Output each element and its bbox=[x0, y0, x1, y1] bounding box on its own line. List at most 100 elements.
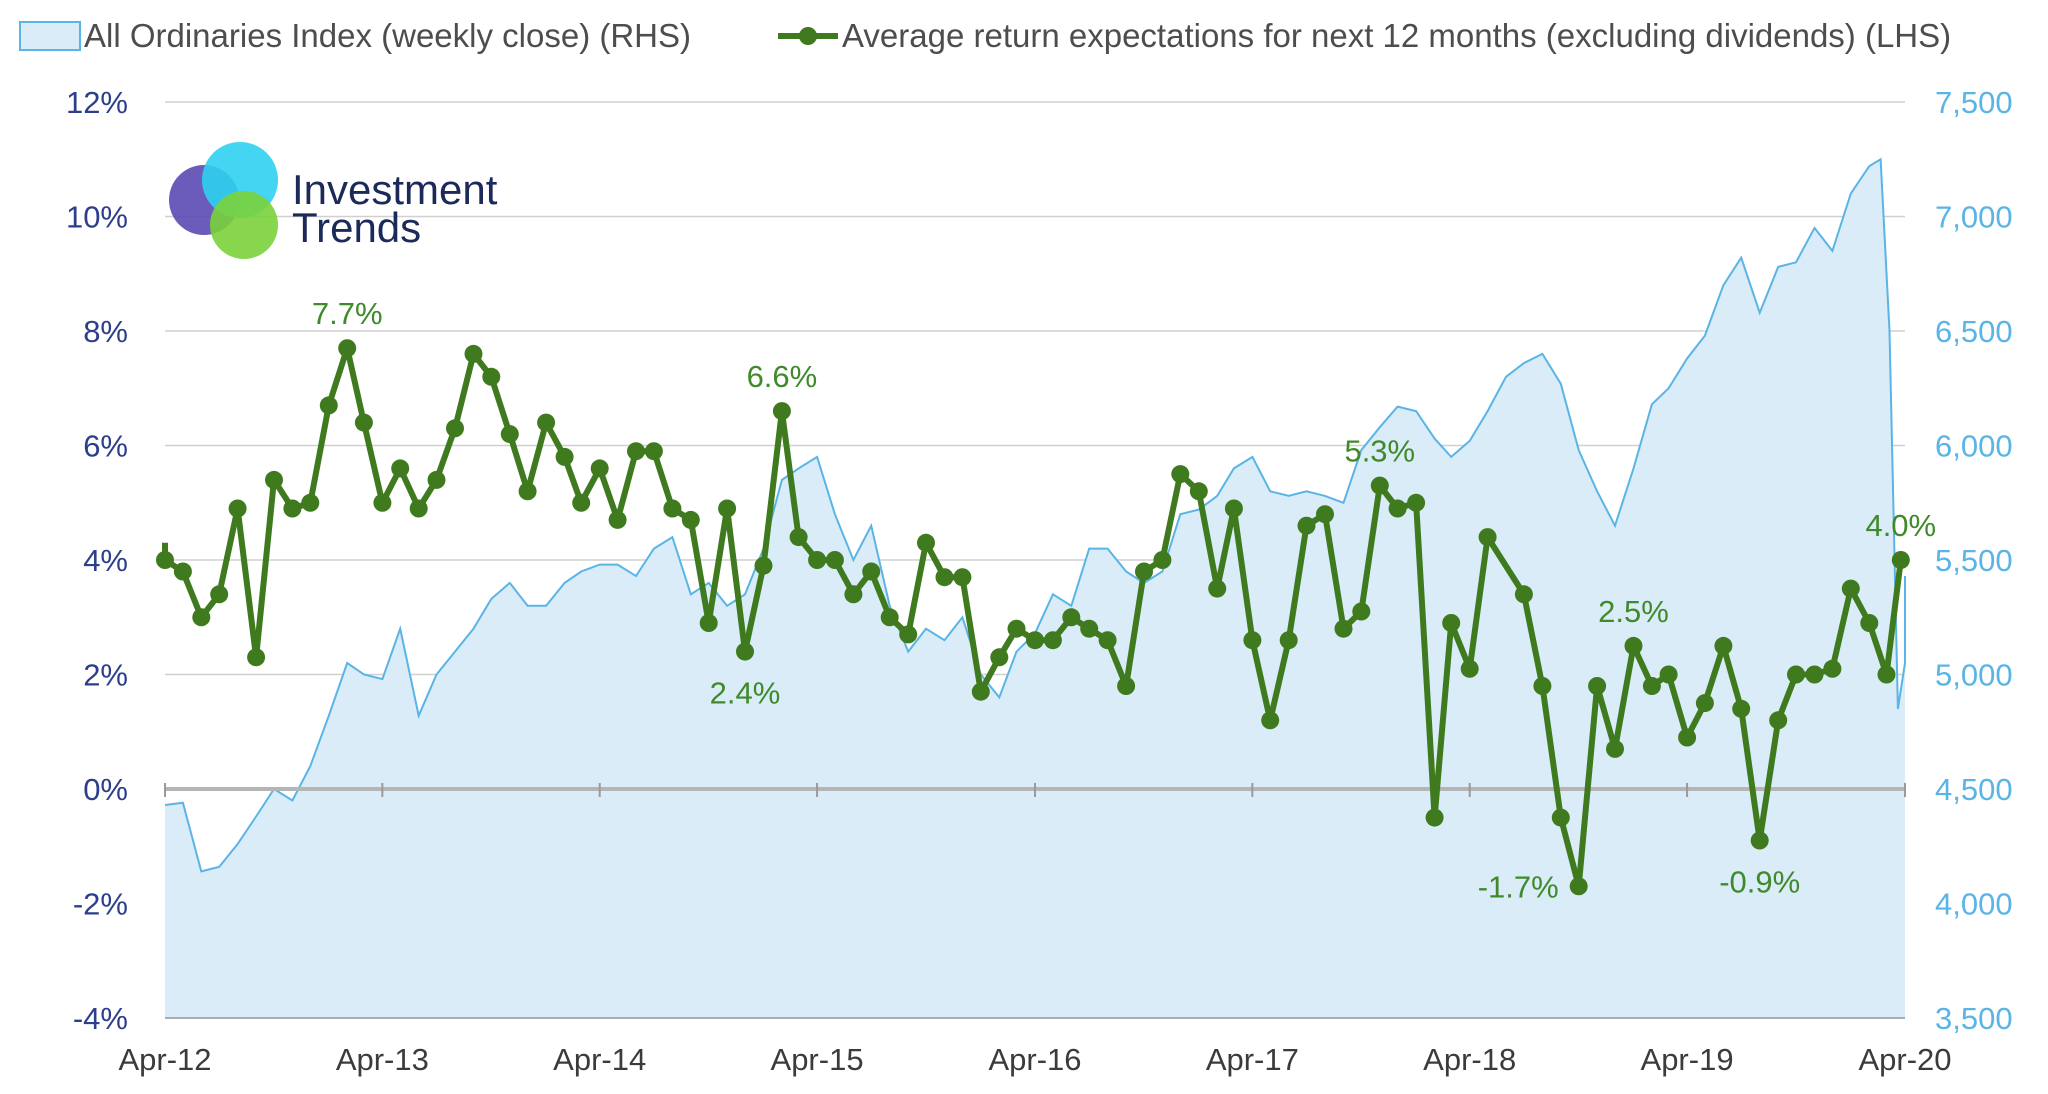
y-left-tick-label: -4% bbox=[73, 1001, 128, 1036]
logo-circle-green bbox=[210, 191, 278, 259]
data-point bbox=[681, 510, 700, 529]
x-tick-label: Apr-15 bbox=[771, 1042, 864, 1077]
data-label: 2.5% bbox=[1598, 594, 1669, 629]
data-point bbox=[880, 608, 899, 627]
data-point bbox=[1624, 636, 1643, 655]
data-point bbox=[319, 396, 338, 415]
data-point bbox=[228, 499, 247, 518]
data-point bbox=[1805, 665, 1824, 684]
data-point bbox=[1153, 551, 1172, 569]
data-point bbox=[173, 562, 192, 581]
data-point bbox=[572, 493, 591, 512]
data-point bbox=[1370, 476, 1389, 495]
y-left-tick-label: 8% bbox=[83, 314, 128, 349]
data-point bbox=[391, 459, 410, 478]
data-label: 6.6% bbox=[747, 359, 818, 394]
data-point bbox=[971, 682, 990, 701]
data-point bbox=[1208, 579, 1227, 598]
y-right-tick-label: 7,500 bbox=[1935, 85, 2013, 120]
data-point bbox=[518, 482, 537, 501]
data-point bbox=[482, 367, 501, 386]
y-left-tick-label: 10% bbox=[66, 200, 128, 235]
y-left-tick-label: 6% bbox=[83, 429, 128, 464]
data-point bbox=[1026, 631, 1044, 650]
data-point bbox=[789, 528, 808, 547]
data-point bbox=[1243, 631, 1262, 650]
y-right-tick-label: 5,000 bbox=[1935, 658, 2013, 693]
data-point bbox=[1135, 562, 1153, 581]
data-point bbox=[1007, 619, 1026, 638]
data-point bbox=[283, 499, 302, 518]
data-point bbox=[1678, 728, 1697, 747]
data-point bbox=[1334, 619, 1353, 638]
y-right-tick-label: 6,500 bbox=[1935, 314, 2013, 349]
data-point bbox=[1588, 677, 1607, 695]
data-label: 4.0% bbox=[1865, 508, 1936, 543]
data-point bbox=[935, 568, 954, 587]
data-point bbox=[537, 413, 556, 432]
data-point bbox=[862, 562, 881, 581]
data-point bbox=[1407, 493, 1426, 512]
data-point bbox=[1732, 699, 1751, 718]
data-point bbox=[1171, 465, 1190, 484]
data-point bbox=[772, 402, 791, 421]
y-right-tick-label: 3,500 bbox=[1935, 1001, 2013, 1036]
data-point bbox=[1352, 602, 1371, 621]
legend: All Ordinaries Index (weekly close) (RHS… bbox=[19, 17, 1951, 54]
data-point bbox=[1533, 677, 1552, 695]
return-expectations-points bbox=[156, 339, 1910, 896]
data-point bbox=[1642, 677, 1661, 695]
data-point bbox=[446, 419, 464, 438]
data-point bbox=[1606, 739, 1624, 758]
data-point bbox=[844, 585, 863, 604]
data-point bbox=[1442, 614, 1461, 632]
y-right-tick-label: 4,000 bbox=[1935, 887, 2013, 922]
data-point bbox=[210, 585, 229, 604]
data-point bbox=[1514, 585, 1533, 604]
data-point bbox=[917, 533, 935, 552]
y-right-tick-label: 4,500 bbox=[1935, 772, 2013, 807]
data-point bbox=[953, 568, 972, 587]
data-point bbox=[1062, 608, 1081, 627]
axes: -4% -2% 0% 2% 4% 6% 8% 10% 12% 3,500 4,000 4,500 5,0… bbox=[66, 85, 2013, 1077]
y-left-tick-label: -2% bbox=[73, 887, 128, 922]
data-point bbox=[1714, 636, 1733, 655]
data-point bbox=[663, 499, 682, 518]
y-right-tick-label: 6,000 bbox=[1935, 429, 2013, 464]
data-point bbox=[1877, 665, 1896, 684]
data-label: -1.7% bbox=[1478, 869, 1559, 904]
data-point bbox=[990, 648, 1009, 667]
data-point bbox=[1388, 499, 1407, 518]
x-tick-label: Apr-19 bbox=[1641, 1042, 1734, 1077]
data-point bbox=[192, 608, 211, 627]
legend-label-return-expectations: Average return expectations for next 12 … bbox=[842, 17, 1951, 54]
data-point bbox=[644, 442, 663, 461]
data-point bbox=[1425, 808, 1444, 827]
legend-swatch-return-expectations bbox=[778, 27, 838, 45]
data-label: -0.9% bbox=[1719, 865, 1800, 900]
x-tick-label: Apr-16 bbox=[988, 1042, 1081, 1077]
data-point bbox=[500, 425, 519, 444]
data-point bbox=[1860, 614, 1879, 632]
data-point bbox=[1478, 528, 1497, 547]
data-point bbox=[1787, 665, 1805, 684]
data-point bbox=[247, 648, 266, 667]
x-tick-label: Apr-20 bbox=[1858, 1042, 1951, 1077]
x-tick-label: Apr-13 bbox=[336, 1042, 429, 1077]
data-point bbox=[1224, 499, 1243, 518]
legend-swatch-all-ords bbox=[19, 21, 81, 51]
x-tick-label: Apr-18 bbox=[1423, 1042, 1516, 1077]
y-left-tick-label: 4% bbox=[83, 543, 128, 578]
data-point bbox=[899, 625, 918, 644]
data-point bbox=[1551, 808, 1570, 827]
data-point bbox=[608, 510, 627, 529]
data-point bbox=[265, 470, 283, 489]
data-point bbox=[409, 499, 428, 518]
data-point bbox=[1189, 482, 1208, 501]
data-point bbox=[1279, 631, 1298, 650]
data-point bbox=[1823, 659, 1842, 678]
data-point bbox=[1769, 711, 1788, 730]
all-ords-line bbox=[164, 157, 1906, 873]
data-point bbox=[373, 493, 392, 512]
